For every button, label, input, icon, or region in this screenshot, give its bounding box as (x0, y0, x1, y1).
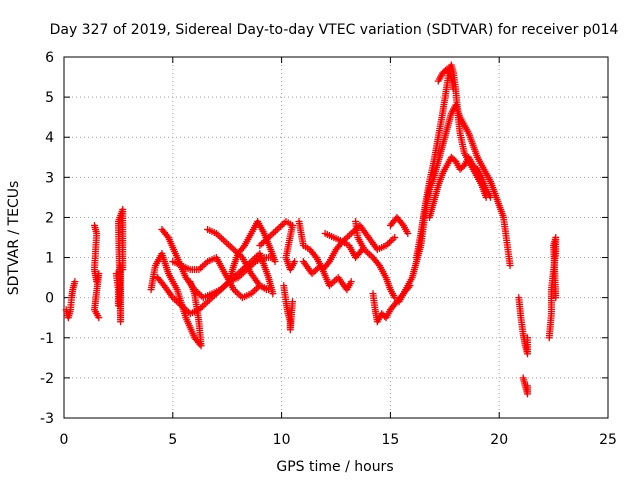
chart-title: Day 327 of 2019, Sidereal Day-to-day VTE… (50, 22, 619, 38)
y-tick-label: -3 (40, 411, 54, 427)
x-tick-label: 15 (381, 432, 399, 448)
grid-lines (64, 57, 608, 418)
data-point-marker (265, 286, 273, 294)
data-point-marker (71, 278, 79, 286)
data-point-marker (552, 294, 560, 302)
data-point-marker (404, 229, 412, 237)
axis-ticks (63, 56, 609, 419)
x-tick-label: 25 (599, 432, 617, 448)
data-markers (62, 61, 560, 398)
data-point-marker (347, 278, 355, 286)
data-point-marker (450, 85, 458, 93)
y-tick-label: 0 (45, 291, 54, 307)
x-axis-label: GPS time / hours (276, 459, 393, 475)
data-point-marker (523, 382, 531, 390)
plot-area-border (63, 56, 609, 419)
x-tick-label: 5 (168, 432, 177, 448)
y-tick-label: 4 (45, 130, 54, 146)
y-tick-label: 3 (45, 170, 54, 186)
y-tick-label: 5 (45, 90, 54, 106)
data-point-marker (374, 260, 382, 268)
x-tick-label: 0 (60, 432, 69, 448)
y-axis-label: SDTVAR / TECUs (6, 181, 22, 296)
y-tick-label: 6 (45, 50, 54, 66)
y-tick-label: -1 (40, 331, 54, 347)
data-point-marker (311, 252, 319, 260)
y-tick-label: 2 (45, 210, 54, 226)
x-tick-label: 10 (273, 432, 291, 448)
data-point-marker (288, 298, 296, 306)
data-point-marker (324, 259, 332, 267)
data-point-marker (398, 220, 406, 228)
data-point-marker (269, 290, 277, 298)
data-point-marker (239, 243, 247, 251)
data-point-marker (95, 314, 103, 322)
data-point-marker (291, 258, 299, 266)
data-point-marker (523, 334, 531, 342)
data-point-marker (486, 193, 494, 201)
data-point-marker (506, 262, 514, 270)
tick-labels: 0 5 10 15 20 25 -3 -2 -1 0 1 2 3 4 5 6 (40, 50, 617, 448)
data-point-marker (163, 232, 171, 240)
data-point-marker (391, 234, 399, 241)
data-point-marker (119, 266, 127, 274)
x-tick-label: 20 (490, 432, 508, 448)
data-point-marker (271, 258, 279, 266)
y-tick-label: 1 (45, 251, 54, 267)
y-tick-label: -2 (40, 371, 54, 387)
